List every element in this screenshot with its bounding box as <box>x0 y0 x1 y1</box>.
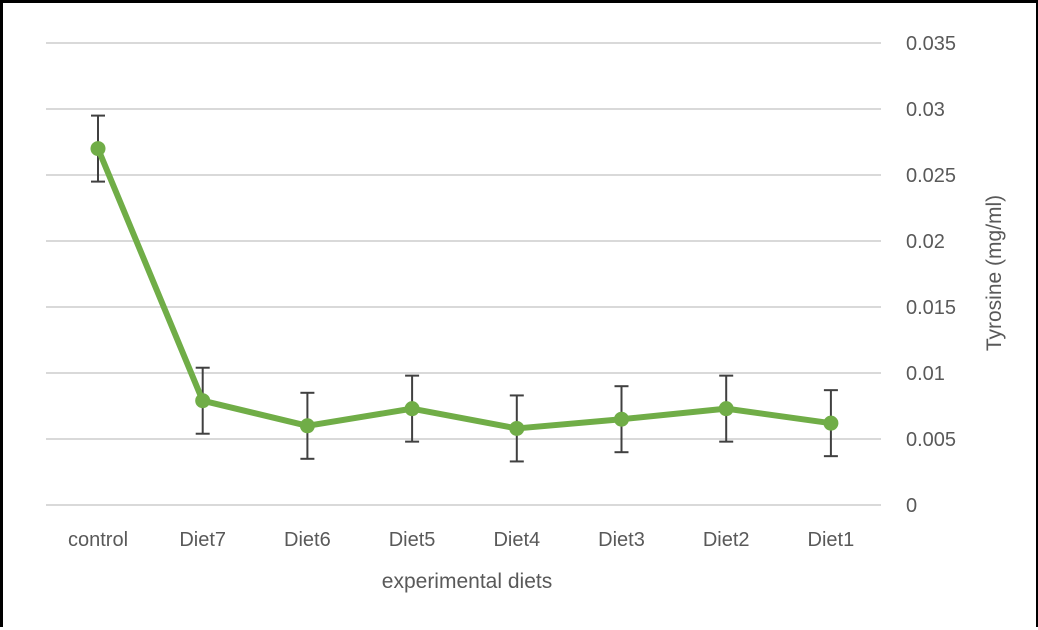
data-point <box>299 418 315 434</box>
line-chart: 0 0.005 0.01 0.015 0.02 0.025 0.03 0.035 contro… <box>46 33 1006 593</box>
x-tick-label: Diet4 <box>493 529 540 551</box>
data-points <box>90 141 839 436</box>
data-point <box>195 393 211 409</box>
x-axis-ticks: control Diet7 Diet6 Diet5 Diet4 Diet3 Diet2 Die… <box>68 529 854 551</box>
data-point <box>404 401 420 417</box>
data-point <box>614 411 629 427</box>
data-point <box>823 415 839 431</box>
x-axis-title: experimental diets <box>382 570 552 593</box>
y-tick-label: 0.025 <box>906 165 956 187</box>
x-tick-label: Diet1 <box>808 529 855 551</box>
data-point <box>718 401 734 417</box>
y-tick-label: 0 <box>906 495 917 517</box>
x-tick-label: Diet2 <box>703 529 750 551</box>
x-tick-label: Diet5 <box>389 529 436 551</box>
x-tick-label: control <box>68 529 128 551</box>
y-tick-label: 0.015 <box>906 297 956 319</box>
x-tick-label: Diet6 <box>284 529 331 551</box>
y-axis-title: Tyrosine (mg/ml) <box>983 195 1006 351</box>
y-tick-label: 0.01 <box>906 363 945 385</box>
x-tick-label: Diet3 <box>598 529 645 551</box>
y-tick-label: 0.03 <box>906 99 945 121</box>
series-lines <box>95 145 834 432</box>
y-tick-label: 0.02 <box>906 231 945 253</box>
x-tick-label: Diet7 <box>179 529 226 551</box>
data-point <box>90 141 106 157</box>
y-tick-label: 0.035 <box>906 33 956 55</box>
gridlines <box>46 42 881 506</box>
data-point <box>509 420 525 436</box>
series-line <box>95 145 834 432</box>
y-tick-label: 0.005 <box>906 429 956 451</box>
y-axis-ticks: 0 0.005 0.01 0.015 0.02 0.025 0.03 0.035 <box>906 33 956 517</box>
